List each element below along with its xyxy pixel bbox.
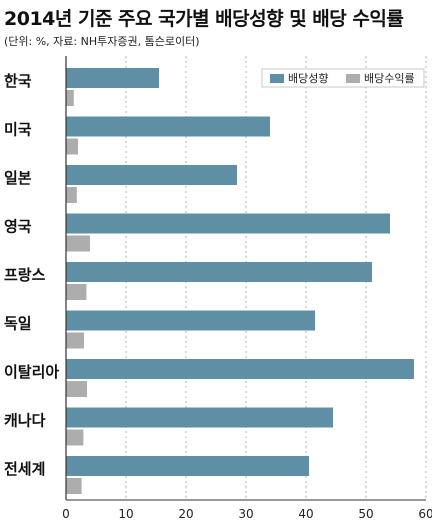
bar-배당수익률	[66, 429, 84, 446]
bar-배당수익률	[66, 187, 77, 203]
legend-swatch-2	[346, 74, 360, 83]
bar-배당수익률	[66, 138, 78, 155]
bar-배당수익률	[66, 332, 84, 349]
chart-title: 2014년 기준 주요 국가별 배당성향 및 배당 수익률	[4, 8, 404, 30]
category-label: 캐나다	[4, 412, 46, 430]
bar-배당성향	[66, 262, 372, 282]
bar-배당성향	[66, 213, 390, 234]
bar-배당수익률	[66, 235, 90, 252]
x-tick-label: 0	[62, 507, 70, 521]
legend-label-1: 배당성향	[288, 72, 328, 85]
bar-배당성향	[66, 359, 414, 379]
x-tick-label: 30	[238, 507, 253, 521]
category-label: 전세계	[4, 460, 45, 478]
bar-배당성향	[66, 310, 315, 331]
x-tick-label: 60	[418, 507, 432, 521]
chart-subtitle: (단위: %, 자료: NH투자증권, 톰슨로이터)	[4, 35, 200, 48]
x-tick-label: 50	[358, 507, 373, 521]
x-tick-label: 40	[298, 507, 313, 521]
bar-배당성향	[66, 407, 333, 428]
x-tick-label: 10	[118, 507, 133, 521]
x-tick-label: 20	[178, 507, 193, 521]
bar-배당성향	[66, 456, 309, 476]
bar-배당성향	[66, 165, 237, 185]
legend-box	[261, 68, 425, 88]
category-label: 미국	[4, 121, 32, 139]
bar-배당수익률	[66, 478, 82, 494]
bar-배당수익률	[66, 381, 87, 397]
bar-배당성향	[66, 68, 159, 88]
category-label: 영국	[4, 218, 32, 236]
bar-배당수익률	[66, 284, 87, 300]
category-label: 이탈리아	[4, 363, 59, 381]
category-label: 일본	[4, 169, 32, 187]
category-label: 한국	[4, 72, 32, 90]
category-label: 프랑스	[4, 266, 46, 284]
legend-label-2: 배당수익률	[364, 72, 415, 85]
category-label: 독일	[4, 315, 32, 333]
bar-배당성향	[66, 116, 270, 137]
bar-배당수익률	[66, 90, 74, 106]
legend-swatch-1	[270, 74, 284, 83]
